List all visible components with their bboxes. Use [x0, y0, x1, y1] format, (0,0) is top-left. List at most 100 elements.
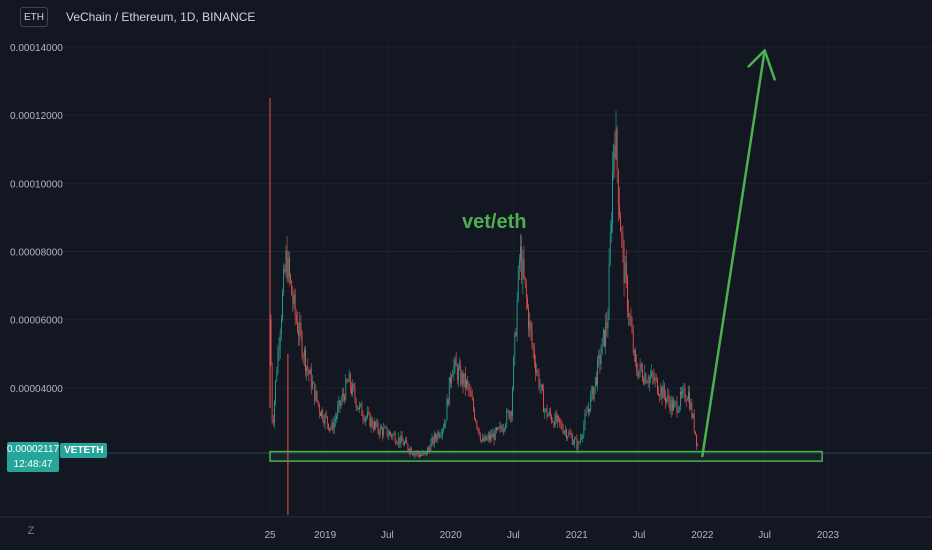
candle-body	[298, 331, 299, 336]
candle-body	[506, 411, 508, 425]
candle-body	[420, 455, 421, 457]
candle-body	[540, 384, 542, 388]
candle-body	[669, 401, 671, 412]
candle-body	[548, 411, 550, 415]
candle-body	[464, 373, 466, 388]
candle-body	[320, 412, 321, 417]
candle-body	[632, 332, 634, 353]
candle-body	[614, 145, 616, 159]
candle-body	[523, 259, 525, 278]
candle-body	[561, 423, 563, 429]
candle-body	[500, 425, 502, 429]
candle-body	[461, 372, 463, 384]
candle-body	[609, 232, 611, 263]
candle-body	[441, 429, 443, 435]
candle-body	[397, 443, 398, 444]
candle-body	[490, 434, 492, 440]
candle-body	[432, 437, 434, 445]
candle-body	[570, 434, 572, 436]
chart-title[interactable]: VeChain / Ethereum, 1D, BINANCE	[66, 10, 256, 24]
candle-body	[596, 377, 597, 385]
candle-body	[404, 442, 405, 446]
candle-body	[399, 437, 401, 445]
candle-body	[436, 438, 437, 440]
candle-body	[673, 403, 674, 411]
candle-body	[588, 408, 589, 413]
x-tick-label: 2021	[566, 530, 589, 541]
candle-body	[492, 433, 494, 438]
candle-body	[645, 373, 647, 384]
candle-body	[636, 361, 638, 372]
symbol-badge[interactable]: ETH	[20, 7, 48, 27]
candle-body	[303, 349, 305, 357]
candle-body	[326, 416, 328, 424]
candle-body	[329, 428, 331, 430]
candle-body	[359, 404, 360, 410]
candle-body	[554, 414, 556, 427]
candle-body	[463, 373, 465, 386]
candle-body	[683, 388, 685, 390]
candle-body	[516, 300, 518, 336]
candle-body	[644, 373, 646, 384]
candle-body	[283, 269, 285, 293]
candle-body	[394, 433, 396, 443]
candle-body	[335, 418, 336, 422]
candle-body	[344, 396, 345, 401]
candle-body	[478, 428, 480, 436]
candle-body	[368, 412, 370, 413]
candle-body	[425, 451, 427, 455]
candle-body	[512, 389, 513, 416]
candle-body	[381, 426, 382, 430]
candle-body	[504, 428, 505, 430]
ticker-badge: VETETH	[60, 443, 108, 458]
candle-body	[460, 365, 462, 384]
candle-body	[601, 338, 603, 355]
candle-body	[652, 372, 654, 377]
candle-body	[559, 417, 561, 423]
x-tick-label: 25	[264, 530, 276, 541]
y-tick-label: 0.00010000	[10, 179, 63, 190]
candle-body	[565, 430, 566, 432]
candle-body	[367, 412, 368, 417]
timezone-button[interactable]: Z	[27, 525, 35, 537]
candle-body	[697, 444, 699, 446]
candle-body	[677, 410, 679, 413]
candle-body	[536, 371, 538, 373]
candle-body	[493, 433, 495, 441]
candle-body	[655, 377, 657, 379]
candle-body	[671, 399, 673, 411]
candle-body	[483, 438, 485, 442]
chart-header: ETH VeChain / Ethereum, 1D, BINANCE	[0, 0, 932, 34]
candle-body	[398, 437, 400, 444]
candle-body	[455, 358, 457, 367]
candle-body	[505, 424, 506, 429]
candle-body	[542, 384, 543, 390]
candle-body	[556, 415, 558, 423]
candle-body	[349, 373, 351, 388]
candle-body	[338, 400, 340, 407]
candle-body	[513, 357, 515, 390]
candle-body	[289, 257, 290, 276]
candle-body	[274, 401, 275, 423]
candle-body	[475, 418, 477, 422]
candle-body	[317, 400, 319, 405]
candle-body	[581, 437, 582, 439]
candle-body	[625, 262, 627, 278]
candle-body	[392, 434, 394, 438]
candle-body	[696, 434, 697, 445]
candle-body	[661, 386, 663, 399]
candle-body	[634, 350, 635, 353]
candle-body	[527, 298, 528, 308]
candle-body	[474, 409, 475, 419]
candle-body	[586, 411, 588, 413]
candle-body	[415, 453, 417, 454]
x-tick-label: 2019	[314, 530, 337, 541]
candle-body	[272, 420, 274, 423]
candle-body	[590, 394, 592, 412]
candle-body	[336, 416, 337, 419]
candle-body	[622, 234, 624, 248]
candle-body	[517, 267, 519, 301]
candle-body	[371, 418, 373, 427]
candle-body	[280, 319, 282, 334]
